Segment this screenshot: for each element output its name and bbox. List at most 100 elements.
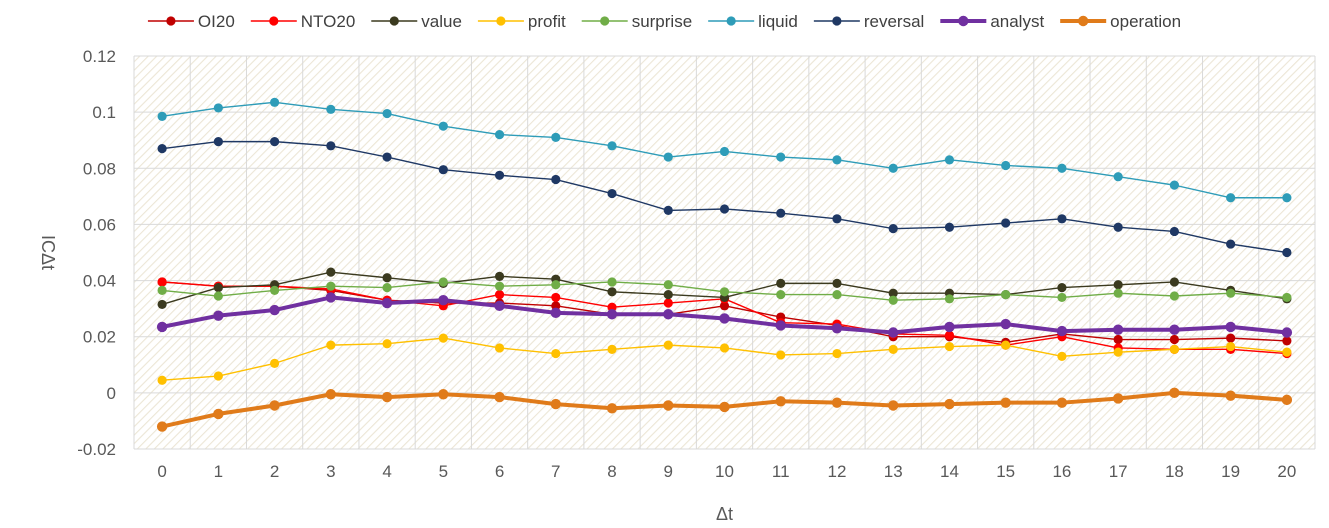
- data-point: [1057, 351, 1067, 361]
- x-axis-title: Δt: [716, 504, 733, 524]
- data-point: [1000, 318, 1011, 330]
- x-tick-label: 3: [326, 462, 335, 481]
- data-point: [269, 97, 280, 107]
- x-tick-label: 14: [940, 462, 959, 481]
- data-point: [382, 282, 392, 293]
- data-point: [1226, 333, 1236, 343]
- data-point: [1169, 387, 1180, 399]
- data-point: [494, 281, 505, 291]
- legend-marker: [389, 16, 399, 26]
- data-point: [1226, 239, 1236, 249]
- data-point: [663, 280, 673, 290]
- legend-label: reversal: [864, 12, 924, 31]
- x-tick-label: 19: [1221, 462, 1240, 481]
- y-tick-label: 0.06: [83, 215, 116, 234]
- series-reversal: [157, 137, 1292, 258]
- data-point: [551, 174, 561, 185]
- data-point: [1113, 280, 1123, 290]
- data-point: [157, 111, 167, 121]
- data-point: [381, 391, 393, 403]
- data-point: [832, 214, 842, 224]
- legend-marker: [958, 15, 969, 27]
- data-point: [1057, 292, 1067, 303]
- legend-item-reversal: reversal: [813, 12, 924, 31]
- legend-label: analyst: [990, 12, 1044, 31]
- data-point: [551, 348, 561, 359]
- series-layer: [156, 97, 1293, 432]
- data-point: [719, 287, 730, 297]
- data-point: [719, 401, 730, 413]
- legend-item-surprise: surprise: [581, 12, 692, 31]
- data-point: [269, 285, 280, 295]
- data-point: [776, 152, 786, 162]
- data-point: [494, 170, 505, 180]
- data-point: [550, 307, 561, 319]
- data-point: [607, 344, 617, 354]
- data-point: [438, 165, 448, 175]
- data-point: [326, 104, 336, 114]
- data-point: [944, 222, 955, 232]
- legend-item-value: value: [371, 12, 462, 31]
- data-point: [551, 301, 561, 311]
- data-point: [1169, 180, 1180, 190]
- data-point: [438, 389, 449, 400]
- data-point: [1226, 288, 1236, 298]
- x-tick-label: 16: [1052, 462, 1071, 481]
- data-point: [551, 132, 561, 143]
- series-profit: [157, 333, 1292, 385]
- y-tick-label: -0.02: [77, 440, 116, 459]
- data-point: [157, 277, 167, 287]
- data-point: [1113, 347, 1123, 357]
- legend-label: surprise: [632, 12, 692, 31]
- data-point: [494, 343, 505, 353]
- data-point: [888, 295, 898, 305]
- data-point: [213, 408, 224, 420]
- data-point: [494, 130, 505, 140]
- x-tick-label: 1: [214, 462, 223, 481]
- data-point: [1169, 344, 1180, 354]
- legend-label: operation: [1110, 12, 1181, 31]
- data-point: [1169, 277, 1180, 287]
- data-point: [551, 280, 561, 290]
- data-point: [1225, 321, 1236, 333]
- data-point: [157, 299, 167, 310]
- data-point: [326, 267, 336, 277]
- data-point: [607, 141, 617, 151]
- data-point: [944, 341, 955, 352]
- data-point: [1169, 324, 1180, 335]
- legend: OI20 NTO20 value profit surprise liquid revers…: [147, 12, 1181, 31]
- gridlines: [133, 55, 1316, 450]
- data-point: [831, 323, 843, 334]
- data-point: [1000, 397, 1011, 408]
- data-point: [494, 300, 505, 312]
- legend-label: value: [421, 12, 462, 31]
- data-point: [1113, 334, 1123, 345]
- data-point: [944, 294, 955, 304]
- x-tick-label: 17: [1109, 462, 1128, 481]
- data-point: [438, 295, 449, 306]
- legend-marker: [166, 16, 176, 26]
- data-point: [1225, 390, 1236, 401]
- data-point: [663, 152, 673, 162]
- data-point: [213, 371, 223, 381]
- data-point: [607, 302, 617, 312]
- data-point: [157, 375, 167, 385]
- data-point: [1113, 222, 1123, 232]
- x-tick-label: 2: [270, 462, 279, 481]
- legend-marker: [832, 16, 842, 26]
- data-point: [213, 137, 223, 147]
- data-point: [156, 321, 168, 333]
- y-tick-label: 0: [107, 384, 116, 403]
- data-point: [325, 292, 337, 303]
- data-point: [1169, 291, 1180, 301]
- data-point: [1282, 247, 1292, 258]
- data-point: [156, 421, 168, 432]
- data-point: [1056, 325, 1068, 337]
- data-point: [494, 271, 505, 281]
- data-point: [325, 389, 337, 400]
- data-point: [719, 301, 730, 311]
- data-point: [888, 327, 899, 338]
- data-point: [775, 396, 786, 407]
- legend-label: liquid: [758, 12, 798, 31]
